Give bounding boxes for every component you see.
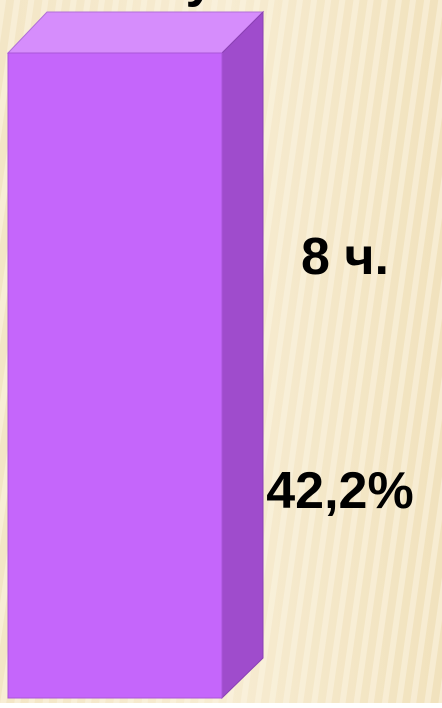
- bar-3d: [6, 10, 265, 700]
- bar-top: [6, 11, 265, 54]
- bar-front: [7, 52, 223, 699]
- top-text: у: [186, 0, 215, 8]
- percent-label: 42,2%: [266, 462, 413, 520]
- bar-side: [221, 10, 264, 700]
- hours-label: 8 ч.: [301, 228, 389, 286]
